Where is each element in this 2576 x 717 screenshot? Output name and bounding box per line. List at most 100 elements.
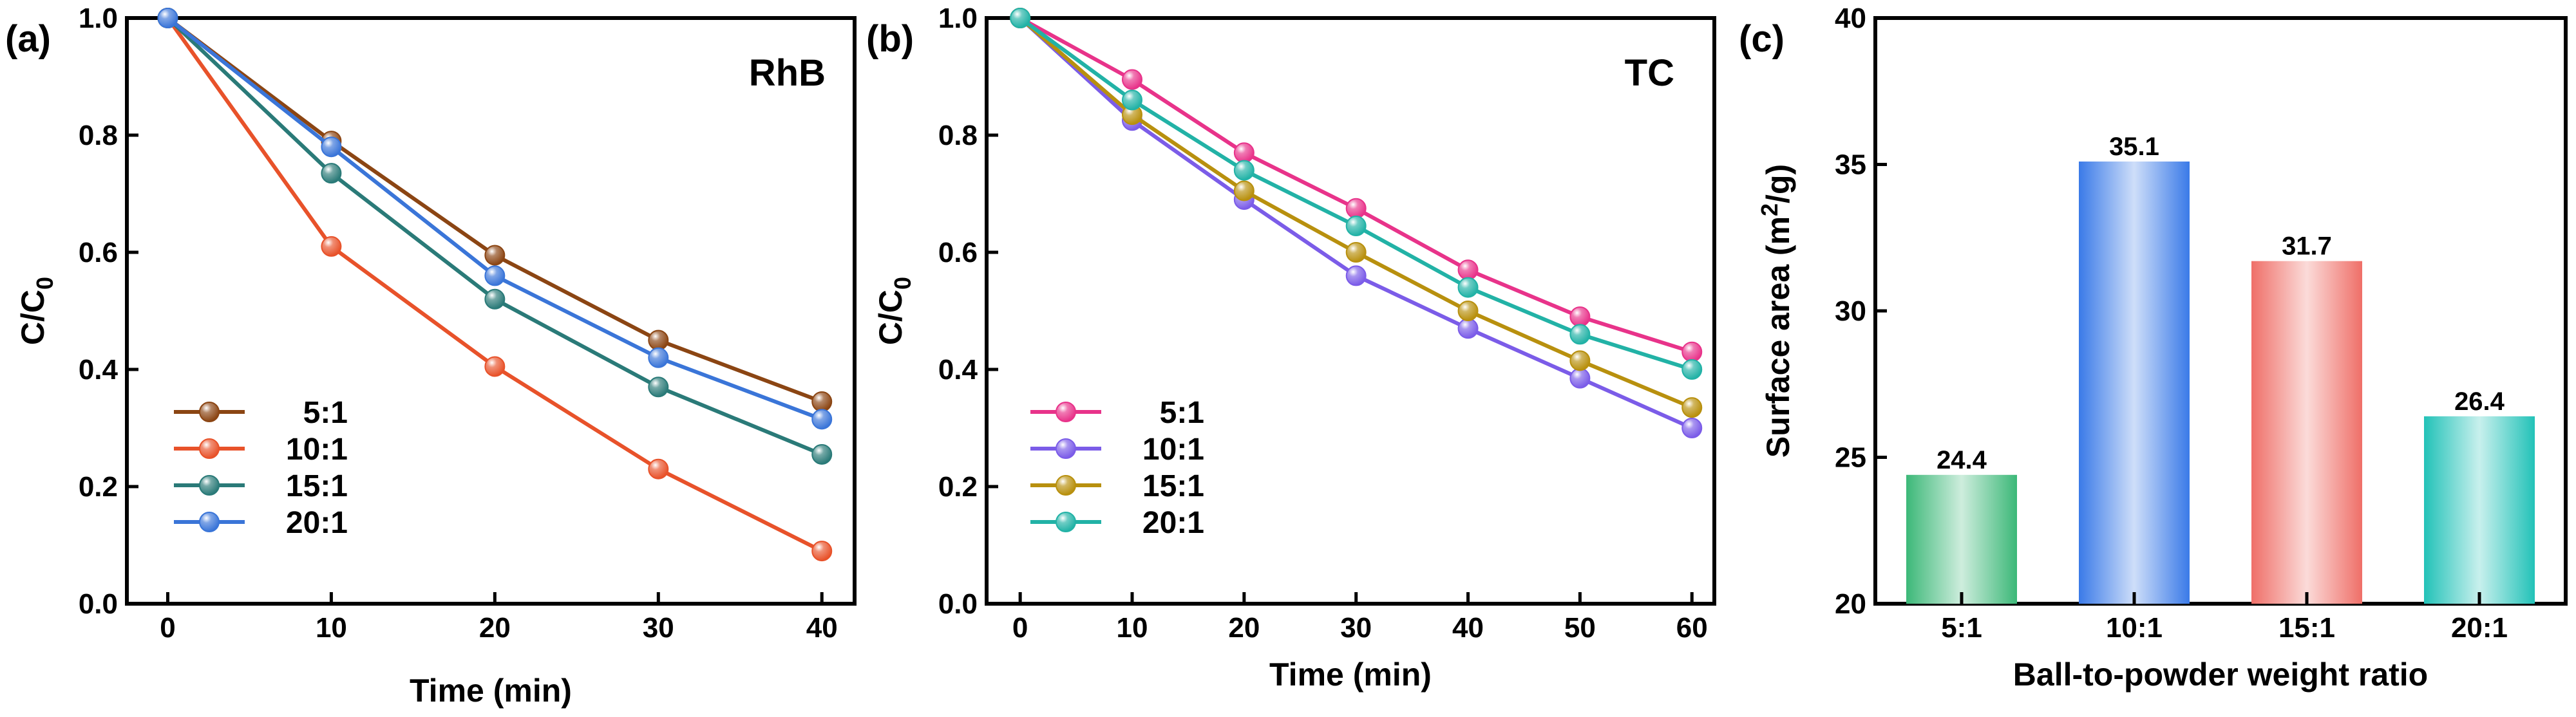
panel-a-data-point <box>811 443 833 465</box>
panel-a-data-point <box>811 391 833 413</box>
panel-c-y-axis-title-post: /g) <box>1760 164 1796 203</box>
panel-a-data-point <box>811 409 833 430</box>
panel-a-legend-marker <box>199 438 220 459</box>
panel-b-y-tick-label: 0.6 <box>938 237 978 268</box>
panel-b-data-point <box>1569 306 1591 328</box>
panel-c-bar-value-label: 24.4 <box>1937 446 1987 474</box>
panel-b-data-point <box>1233 160 1255 181</box>
panel-b-data-point <box>1345 242 1367 263</box>
panel-b-y-tick-label: 1.0 <box>938 3 978 34</box>
panel-b-legend-marker <box>1056 438 1076 459</box>
panel-a-x-tick-label: 40 <box>806 612 838 644</box>
panel-c-y-tick-label: 25 <box>1835 442 1866 474</box>
panel-b-data-point <box>1569 368 1591 389</box>
panel-a-x-axis-title: Time (min) <box>410 673 572 709</box>
panel-a-legend-label: 5:1 <box>303 396 348 430</box>
panel-a-plot-frame <box>125 16 857 606</box>
panel-a-y-axis-title-sub: 0 <box>32 277 58 290</box>
panel-b-x-tick-label: 10 <box>1117 612 1148 644</box>
panel-a-data-point <box>157 8 178 28</box>
panel-a-data-point <box>484 245 506 266</box>
panel-a-data-point <box>648 377 669 398</box>
panel-b-y-tick-label: 0.8 <box>938 120 978 151</box>
panel-b-series-line <box>1019 16 1693 371</box>
panel-a-x-tick-label: 0 <box>160 612 175 644</box>
panel-c-bar <box>2251 261 2362 604</box>
panel-b-legend-marker <box>1056 402 1076 422</box>
panel-a-data-point <box>484 265 506 286</box>
panel-b-plot-frame <box>985 16 1716 606</box>
panel-b-data-point <box>1457 318 1479 339</box>
panel-a-y-axis-title-main: C/C <box>15 290 51 345</box>
panel-c-y-tick-label: 20 <box>1835 588 1866 620</box>
panel-c-y-tick-label: 35 <box>1835 149 1866 181</box>
panel-a-legend-label: 20:1 <box>286 506 348 540</box>
panel-b-data-point <box>1457 259 1479 281</box>
panel-b-marks: 0 10 20 30 40 50 60 0.0 0.2 0.4 0.6 0.8 1.0 5:110:115… <box>938 3 1708 644</box>
panel-a-data-point <box>648 458 669 480</box>
panel-a-x-tick-label: 10 <box>316 612 347 644</box>
panel-c: (c) Ball-to-powder weight ratio Surface … <box>1739 3 2568 693</box>
panel-c-bar <box>2424 416 2535 604</box>
panel-a-data-point <box>648 347 669 368</box>
panel-b-x-tick-label: 30 <box>1340 612 1372 644</box>
panel-c-x-axis-title: Ball-to-powder weight ratio <box>2013 656 2428 693</box>
panel-b-data-point <box>1233 180 1255 201</box>
panel-a-legend-label: 10:1 <box>286 433 348 467</box>
panel-c-y-axis-title: Surface area (m2/g) <box>1756 164 1796 458</box>
panel-b-label: (b) <box>866 18 914 60</box>
panel-a-x-tick-label: 30 <box>643 612 674 644</box>
panel-a-data-point <box>811 541 833 562</box>
panel-b-x-tick-label: 0 <box>1012 612 1028 644</box>
panel-c-y-axis-title-sup: 2 <box>1756 203 1783 216</box>
panel-a-label: (a) <box>5 18 51 60</box>
panel-a-marks: 0 10 20 30 40 0.0 0.2 0.4 0.6 0.8 1.0 5:110:115:120… <box>79 3 838 644</box>
panel-a-y-tick-label: 0.4 <box>79 354 118 386</box>
panel-a-legend-marker <box>199 475 220 496</box>
panel-b-data-point <box>1122 89 1142 111</box>
panel-b-data-point <box>1681 359 1703 380</box>
panel-b-x-tick-label: 20 <box>1228 612 1260 644</box>
panel-a-y-tick-label: 0.8 <box>79 120 118 151</box>
panel-b-data-point <box>1681 418 1703 438</box>
panel-a-data-point <box>321 163 342 184</box>
panel-c-marks: 20 25 30 35 40 24.4 5:1 35.1 10:1 31.7 15:1 26.4 20:… <box>1835 3 2535 644</box>
panel-c-bar-value-label: 35.1 <box>2109 133 2159 161</box>
panel-a-legend-marker <box>199 512 220 532</box>
panel-b-y-axis-title: C/C0 <box>873 277 916 345</box>
panel-b-data-point <box>1569 324 1591 345</box>
panel-b-y-axis-title-sub: 0 <box>889 277 916 290</box>
panel-b-data-point <box>1345 216 1367 237</box>
panel-a-series-label: RhB <box>749 52 826 94</box>
panel-a: (a) RhB Time (min) C/C0 0 10 20 30 400.00.20… <box>5 3 857 709</box>
panel-b-legend-label: 15:1 <box>1142 469 1204 503</box>
panel-c-bar <box>1906 474 2017 604</box>
panel-a-y-tick-label: 0.6 <box>79 237 118 268</box>
panel-b-data-point <box>1457 277 1479 298</box>
panel-a-legend-marker <box>199 402 220 422</box>
panel-b: (b) TC Time (min) C/C0 0 10 20 30 40 50 600.00… <box>866 3 1716 693</box>
panel-b-x-tick-label: 60 <box>1676 612 1708 644</box>
panel-b-data-point <box>1457 301 1479 321</box>
panel-b-x-axis-title: Time (min) <box>1269 656 1432 693</box>
panel-a-y-tick-label: 0.2 <box>79 471 118 503</box>
panel-a-series-line <box>166 16 823 456</box>
panel-c-x-tick-label: 5:1 <box>1941 612 1982 644</box>
panel-c-x-tick-label: 10:1 <box>2106 612 2163 644</box>
panel-b-data-point <box>1681 397 1703 418</box>
panel-c-bar-value-label: 31.7 <box>2282 232 2332 261</box>
panel-b-y-axis-title-main: C/C <box>873 290 909 345</box>
panel-a-data-point <box>321 236 342 257</box>
panel-b-series-label: TC <box>1625 52 1674 94</box>
panel-b-data-point <box>1233 142 1255 163</box>
panel-b-data-point <box>1569 350 1591 371</box>
panel-c-x-tick-label: 15:1 <box>2278 612 2335 644</box>
panel-c-x-tick-label: 20:1 <box>2451 612 2508 644</box>
panel-b-legend-marker <box>1056 475 1076 496</box>
panel-b-y-tick-label: 0.0 <box>938 588 978 620</box>
panel-a-data-point <box>484 356 506 377</box>
panel-b-data-point <box>1345 265 1367 286</box>
panel-c-y-tick-label: 40 <box>1835 3 1866 34</box>
